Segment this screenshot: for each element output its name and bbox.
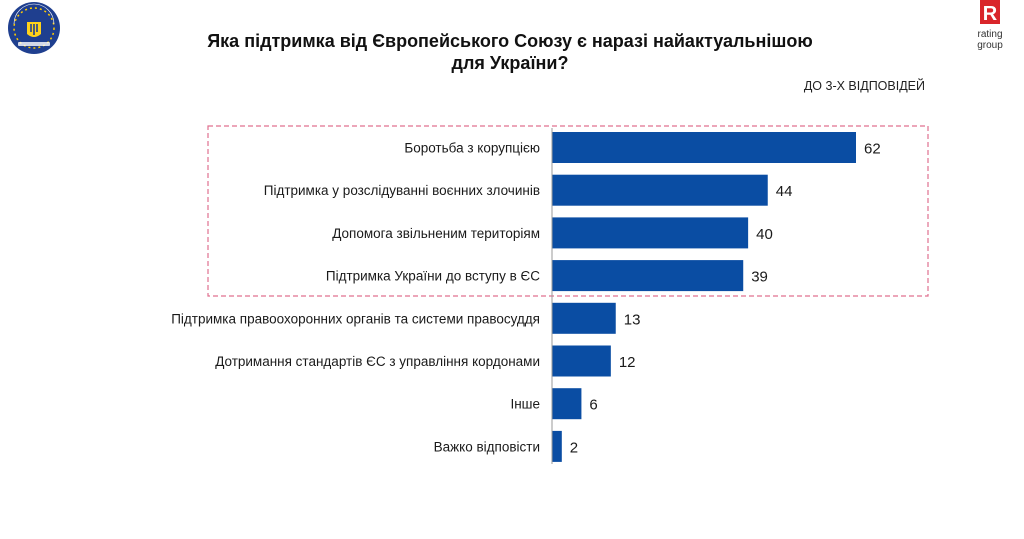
answers-note: ДО 3-Х ВІДПОВІДЕЙ [803, 79, 925, 93]
logo-rating-text: rating [977, 29, 1002, 40]
bar-4 [552, 260, 744, 292]
bar-2 [552, 174, 768, 206]
value-label-8: 2 [570, 439, 578, 456]
bar-8 [552, 430, 562, 462]
category-label-1: Боротьба з корупцією [404, 141, 540, 156]
title-line-1: Яка підтримка від Європейського Союзу є … [207, 31, 813, 51]
category-label-3: Допомога звільненим територіям [332, 226, 540, 241]
value-label-5: 13 [624, 311, 641, 328]
chart-title: Яка підтримка від Європейського Союзу є … [160, 30, 860, 74]
bar-1 [552, 132, 856, 163]
category-label-2: Підтримка у розслідуванні воєнних злочин… [264, 183, 540, 198]
value-label-3: 40 [756, 226, 773, 243]
bar-5 [552, 302, 616, 334]
value-label-2: 44 [776, 183, 793, 200]
category-label-6: Дотримання стандартів ЄС з управління ко… [215, 354, 540, 369]
logo-letter: R [983, 3, 998, 25]
category-label-7: Інше [510, 397, 540, 412]
value-label-7: 6 [589, 397, 597, 414]
highlight-box [207, 125, 929, 297]
logo-group-text: group [977, 40, 1003, 51]
value-label-4: 39 [751, 269, 768, 286]
bar-7 [552, 388, 582, 420]
category-label-5: Підтримка правоохоронних органів та сист… [171, 311, 540, 326]
title-line-2: для України? [451, 53, 569, 73]
bar-3 [552, 217, 749, 249]
eu-ukraine-emblem-icon [6, 0, 62, 56]
category-label-4: Підтримка України до вступу в ЄС [326, 269, 540, 284]
category-label-8: Важко відповісти [434, 439, 540, 454]
bar-6 [552, 345, 611, 377]
rating-group-logo-icon: R rating group [968, 0, 1012, 54]
value-label-6: 12 [619, 354, 636, 371]
value-label-1: 62 [864, 141, 881, 158]
